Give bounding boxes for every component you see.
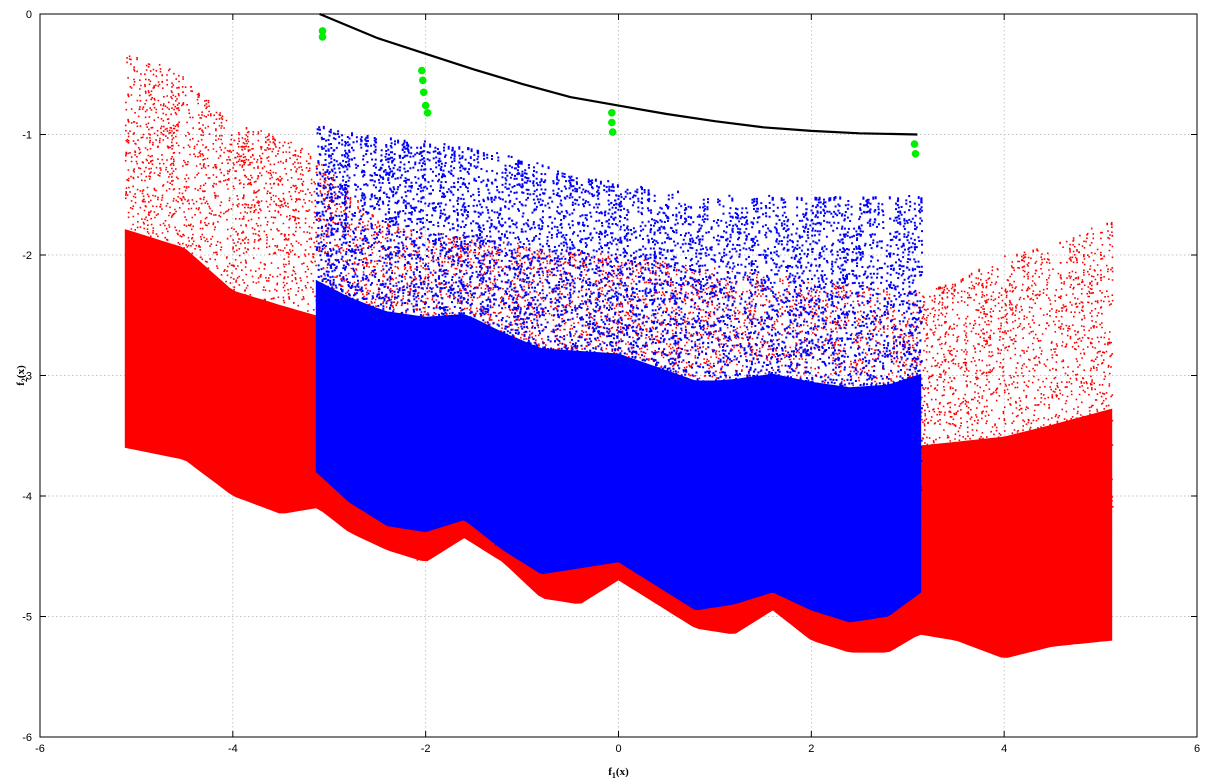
green-marker bbox=[418, 66, 426, 75]
y-tick-label: -6 bbox=[22, 732, 32, 744]
y-tick-label: -3 bbox=[22, 371, 32, 383]
x-axis-label: f1(x) bbox=[608, 766, 629, 780]
y-tick-label: -4 bbox=[22, 491, 32, 503]
x-axis-label-tail: (x) bbox=[616, 766, 629, 778]
green-marker bbox=[421, 101, 430, 110]
x-tick-label: -2 bbox=[421, 743, 431, 755]
y-tick-label: -1 bbox=[22, 130, 32, 142]
green-marker bbox=[423, 109, 432, 117]
scatter-points bbox=[315, 125, 923, 615]
y-tick-label: 0 bbox=[26, 9, 32, 21]
x-tick-label: 6 bbox=[1194, 743, 1200, 755]
y-axis-label-base: f bbox=[15, 382, 27, 386]
blue-point-cloud bbox=[315, 125, 923, 623]
green-marker bbox=[419, 76, 427, 85]
y-tick-label: -5 bbox=[22, 612, 32, 624]
black-front-line bbox=[319, 12, 918, 136]
green-marker bbox=[910, 140, 919, 148]
green-marker bbox=[419, 88, 428, 97]
green-marker bbox=[318, 33, 327, 41]
green-markers bbox=[318, 27, 920, 158]
green-marker bbox=[911, 150, 920, 158]
x-tick-label: -4 bbox=[228, 743, 238, 755]
x-axis-label-base: f bbox=[608, 766, 612, 778]
axis-ticks: -6 -4 -2 0 2 4 6 0 -1 -2 -3 -4 -5 -6 bbox=[22, 9, 1200, 755]
x-tick-label: 0 bbox=[615, 743, 621, 755]
y-tick-label: -2 bbox=[22, 250, 32, 262]
green-marker bbox=[318, 27, 327, 35]
y-axis-label-tail: (x) bbox=[15, 365, 27, 378]
x-tick-label: -6 bbox=[35, 743, 45, 755]
green-marker bbox=[608, 118, 616, 127]
x-axis-label-sub: 1 bbox=[612, 771, 616, 780]
y-axis-label-sub: 2 bbox=[20, 378, 29, 382]
front-curve bbox=[319, 12, 918, 136]
x-tick-label: 2 bbox=[808, 743, 814, 755]
green-marker bbox=[608, 128, 617, 136]
green-marker bbox=[608, 109, 616, 117]
x-tick-label: 4 bbox=[1001, 743, 1007, 755]
y-axis-label: f2(x) bbox=[15, 365, 29, 386]
